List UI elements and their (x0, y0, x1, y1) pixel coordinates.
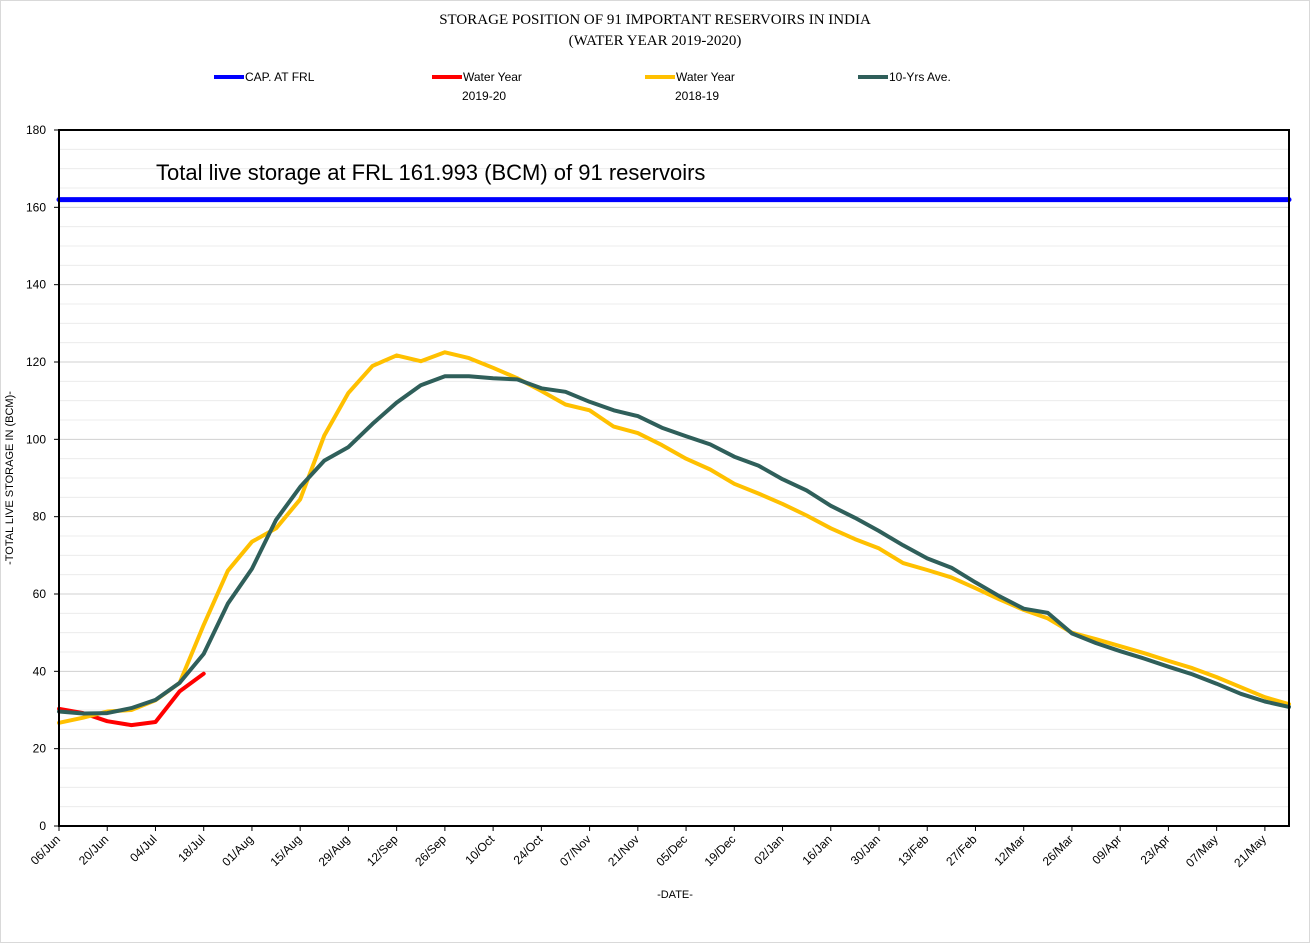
x-tick-label: 16/Jan (800, 832, 835, 867)
x-axis-title: -DATE- (657, 889, 693, 901)
legend-label-1: 2019-20 (462, 89, 506, 103)
x-tick-label: 01/Aug (219, 832, 256, 869)
legend-label-0: CAP. AT FRL (245, 70, 315, 84)
legend-label-2: Water Year (676, 70, 735, 84)
legend-label-2: 2018-19 (675, 89, 719, 103)
series-line-3 (59, 376, 1289, 713)
series-line-2 (59, 352, 1289, 723)
x-tick-label: 12/Sep (364, 832, 401, 869)
y-tick-label: 140 (26, 278, 46, 292)
x-tick-label: 19/Dec (702, 832, 739, 869)
x-tick-label: 30/Jan (848, 832, 883, 867)
x-tick-label: 13/Feb (895, 832, 932, 869)
x-axis-ticks: 06/Jun 20/Jun 04/Jul 18/Jul 01/Aug 15/Aug 29/A… (28, 826, 1269, 870)
y-axis-ticks: 0 20 40 60 80 100 120 140 160 180 (26, 123, 59, 833)
legend-label-1: Water Year (463, 70, 522, 84)
y-tick-label: 100 (26, 432, 46, 446)
series-lines (59, 200, 1289, 725)
x-tick-label: 26/Mar (1040, 832, 1076, 868)
x-tick-label: 06/Jun (28, 832, 63, 867)
x-tick-label: 02/Jan (751, 832, 786, 867)
x-tick-label: 21/May (1231, 832, 1269, 870)
legend-label-3: 10-Yrs Ave. (889, 70, 951, 84)
x-tick-label: 26/Sep (412, 832, 449, 869)
x-tick-label: 07/Nov (557, 832, 594, 869)
x-tick-label: 15/Aug (267, 832, 304, 869)
x-tick-label: 27/Feb (943, 832, 980, 869)
x-tick-label: 05/Dec (653, 832, 690, 869)
y-tick-label: 160 (26, 200, 46, 214)
x-tick-label: 23/Apr (1138, 832, 1173, 867)
x-tick-label: 24/Oct (511, 832, 546, 867)
x-tick-label: 09/Apr (1089, 832, 1124, 867)
line-chart: CAP. AT FRL Water Year 2019-20 Water Year 20… (0, 0, 1310, 943)
y-tick-label: 40 (33, 664, 47, 678)
y-tick-label: 180 (26, 123, 46, 137)
gridlines (59, 149, 1289, 806)
y-tick-label: 80 (33, 510, 47, 524)
x-tick-label: 07/May (1183, 832, 1221, 870)
y-tick-label: 20 (33, 742, 47, 756)
y-tick-label: 120 (26, 355, 46, 369)
y-axis-title: -TOTAL LIVE STORAGE IN (BCM)- (4, 391, 16, 565)
capacity-annotation: Total live storage at FRL 161.993 (BCM) … (156, 160, 705, 185)
legend: CAP. AT FRL Water Year 2019-20 Water Year 20… (214, 70, 951, 103)
x-tick-label: 10/Oct (462, 832, 497, 867)
x-tick-label: 20/Jun (76, 832, 111, 867)
x-tick-label: 21/Nov (605, 832, 642, 869)
x-tick-label: 18/Jul (175, 832, 208, 865)
y-tick-label: 60 (33, 587, 47, 601)
y-tick-label: 0 (39, 819, 46, 833)
x-tick-label: 29/Aug (316, 832, 353, 869)
x-tick-label: 04/Jul (127, 832, 160, 865)
x-tick-label: 12/Mar (992, 832, 1028, 868)
